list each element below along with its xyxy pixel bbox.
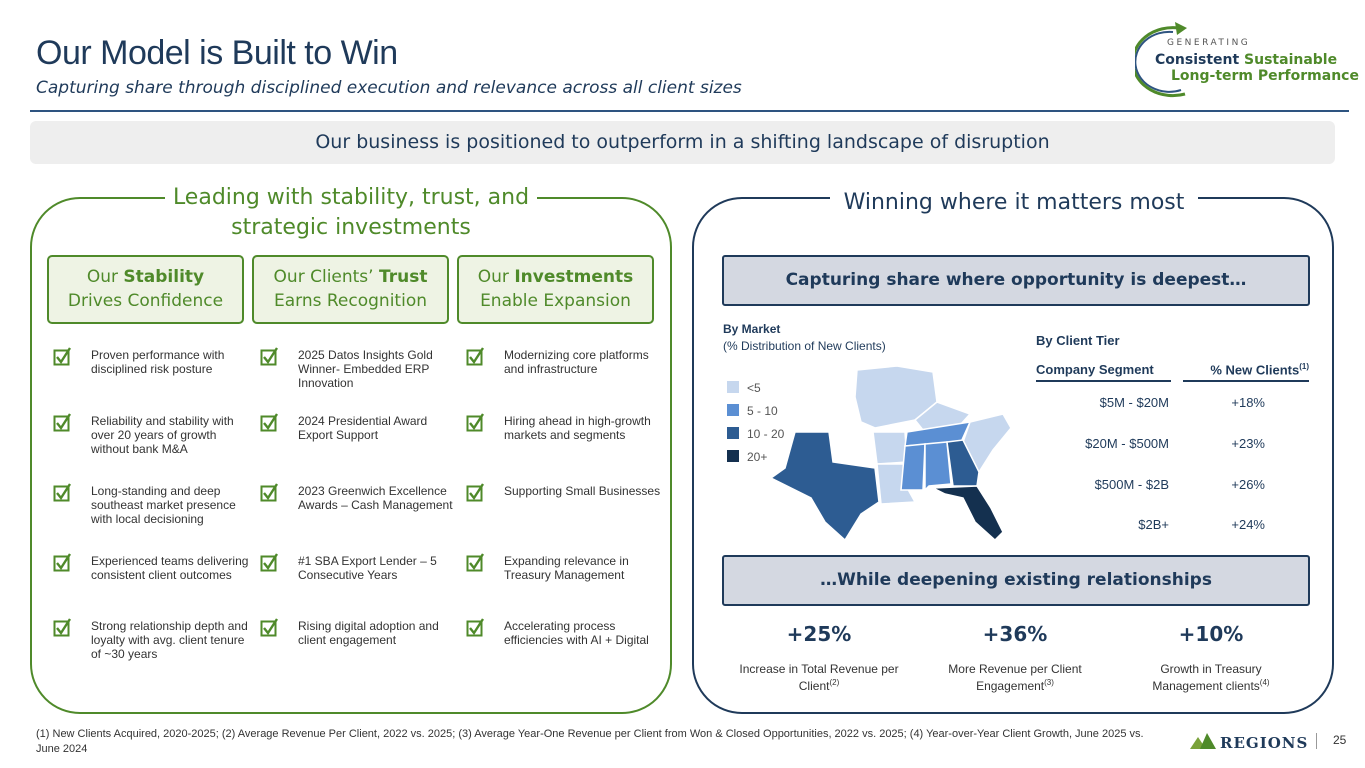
header-divider (30, 110, 1349, 112)
map-state-kentucky (913, 401, 972, 431)
map-title: By Market (% Distribution of New Clients… (723, 322, 886, 353)
pillar-item: 2024 Presidential Award Export Support (298, 414, 428, 442)
page-subtitle: Capturing share through disciplined exec… (36, 78, 742, 98)
pillar-item: Hiring ahead in high-growth markets and … (504, 414, 651, 442)
stat-value-revenue: +25% (786, 622, 852, 646)
map-state-texas (769, 431, 880, 542)
pillar-item: Rising digital adoption and client engag… (298, 619, 439, 647)
tier-pct-cell: +26% (1231, 477, 1265, 492)
tagline-logo: GENERATING Consistent Sustainable Long-t… (1135, 20, 1359, 98)
section-header-deepening: …While deepening existing relationships (722, 555, 1310, 606)
checkbox-icon (53, 347, 72, 366)
checkbox-icon (466, 413, 485, 432)
regions-logo: Regions (1188, 731, 1313, 752)
page-number: 25 (1333, 733, 1347, 747)
checkbox-icon (53, 553, 72, 572)
pillar-item: 2023 Greenwich Excellence Awards – Cash … (298, 484, 453, 512)
map-state-arkansas (872, 431, 908, 465)
positioning-banner: Our business is positioned to outperform… (30, 121, 1335, 164)
tier-col-pct: % New Clients(1) (1183, 362, 1309, 383)
legend-item-10-20: 10 - 20 (727, 427, 784, 441)
tier-pct-cell: +24% (1231, 517, 1265, 532)
checkbox-icon (466, 618, 485, 637)
map-state-alabama (924, 441, 952, 492)
pillar-item: Proven performance with disciplined risk… (91, 348, 225, 376)
checkbox-icon (260, 618, 279, 637)
map-state-georgia (946, 439, 980, 487)
pillar-item: Supporting Small Businesses (504, 484, 661, 498)
footer-divider (1316, 733, 1317, 749)
legend-item-lt5: <5 (727, 381, 761, 395)
pillar-item: Expanding relevance in Treasury Manageme… (504, 554, 629, 582)
map-state-florida (930, 485, 1004, 542)
stat-value-treasury: +10% (1178, 622, 1244, 646)
southeast-market-map (769, 365, 1012, 542)
checkbox-icon (53, 413, 72, 432)
checkbox-icon (260, 347, 279, 366)
checkbox-icon (466, 483, 485, 502)
map-state-mississippi (900, 443, 926, 491)
tagline-line2: Long-term Performance (1171, 68, 1359, 84)
checkbox-icon (466, 347, 485, 366)
page-title: Our Model is Built to Win (36, 34, 398, 72)
pillar-item: Reliability and stability with over 20 y… (91, 414, 234, 456)
tier-segment-cell: $2B+ (1138, 517, 1169, 532)
left-panel-heading: Leading with stability, trust, and strat… (165, 183, 537, 243)
pillar-item: Accelerating process efficiencies with A… (504, 619, 649, 647)
checkbox-icon (260, 483, 279, 502)
stat-label-engagement: More Revenue per Client Engagement(3) (948, 662, 1082, 693)
pillar-investments: Our Investments Enable Expansion (457, 255, 654, 324)
pillar-item: #1 SBA Export Lender – 5 Consecutive Yea… (298, 554, 437, 582)
stat-label-treasury: Growth in Treasury Management clients(4) (1152, 662, 1270, 693)
checkbox-icon (260, 413, 279, 432)
tier-pct-cell: +18% (1231, 395, 1265, 410)
tier-segment-cell: $5M - $20M (1099, 395, 1169, 410)
checkbox-icon (260, 553, 279, 572)
stat-value-engagement: +36% (982, 622, 1048, 646)
arc-arrow-icon (1135, 22, 1187, 98)
pillar-item: 2025 Datos Insights Gold Winner- Embedde… (298, 348, 433, 390)
checkbox-icon (53, 618, 72, 637)
tier-segment-cell: $20M - $500M (1085, 436, 1169, 451)
regions-wordmark: Regions (1220, 734, 1309, 752)
legend-item-5-10: 5 - 10 (727, 404, 778, 418)
tier-col-segment: Company Segment (1036, 362, 1171, 382)
pillar-item: Strong relationship depth and loyalty wi… (91, 619, 248, 661)
pillar-trust: Our Clients’ Trust Earns Recognition (252, 255, 449, 324)
tagline-line1: Consistent Sustainable (1155, 52, 1338, 68)
checkbox-icon (53, 483, 72, 502)
pillar-item: Long-standing and deep southeast market … (91, 484, 236, 526)
tier-pct-cell: +23% (1231, 436, 1265, 451)
pillar-stability: Our Stability Drives Confidence (47, 255, 244, 324)
pillar-item: Modernizing core platforms and infrastru… (504, 348, 649, 376)
checkbox-icon (466, 553, 485, 572)
right-panel-heading: Winning where it matters most (830, 188, 1198, 218)
section-header-capturing: Capturing share where opportunity is dee… (722, 255, 1310, 306)
regions-pyramid-icon (1190, 733, 1216, 749)
tier-title: By Client Tier (1036, 333, 1120, 348)
tier-segment-cell: $500M - $2B (1094, 477, 1169, 492)
legend-item-20plus: 20+ (727, 450, 767, 464)
stat-label-revenue: Increase in Total Revenue per Client(2) (739, 662, 899, 693)
pillar-item: Experienced teams delivering consistent … (91, 554, 249, 582)
tagline-generating: GENERATING (1167, 38, 1251, 48)
footnote: (1) New Clients Acquired, 2020-2025; (2)… (36, 728, 1144, 755)
